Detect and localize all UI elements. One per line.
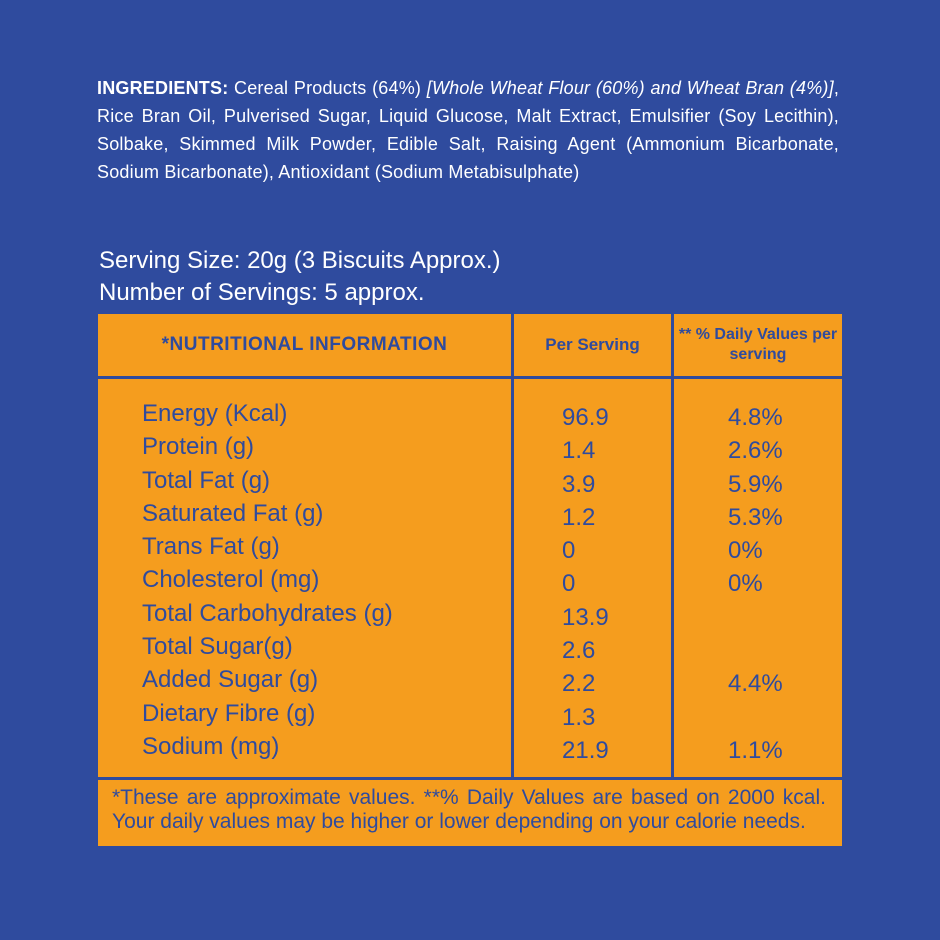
servings-count: Number of Servings: 5 approx. (99, 279, 425, 306)
header-daily-values: ** % Daily Values per serving (678, 326, 838, 363)
per-serving-value: 3.9 (562, 470, 596, 498)
ingredients-part2: , Rice Bran Oil, Pulverised Sugar, Liqui… (97, 78, 840, 182)
ingredients-italic: [Whole Wheat Flour (60%) and Wheat Bran … (426, 78, 834, 98)
nutrient-label: Dietary Fibre (g) (142, 699, 316, 727)
daily-value (728, 701, 842, 734)
per-serving-value: 96.9 (562, 404, 609, 431)
nutrient-label: Total Sugar(g) (142, 633, 293, 661)
daily-value: 2.6% (728, 437, 783, 465)
daily-value: 1.1% (728, 736, 783, 764)
daily-value-column: 4.8% 2.6% 5.9% 5.3% 0% 0% 4.4% 1.1% (674, 379, 842, 777)
daily-value: 5.9% (728, 470, 783, 498)
daily-value: 4.4% (728, 670, 783, 698)
table-footnote: *These are approximate values. **% Daily… (112, 786, 826, 834)
daily-value: 5.3% (728, 503, 783, 531)
ingredients-text: INGREDIENTS: Cereal Products (64%) [Whol… (97, 74, 839, 186)
nutrient-label: Saturated Fat (g) (142, 499, 324, 527)
per-serving-value: 2.2 (562, 670, 596, 698)
per-serving-value: 2.6 (562, 637, 596, 665)
nutrient-label: Trans Fat (g) (142, 533, 280, 561)
nutrient-label: Sodium (mg) (142, 732, 280, 760)
nutrient-label: Total Carbohydrates (g) (142, 599, 393, 627)
per-serving-value: 0 (562, 537, 576, 565)
nutrition-table: *NUTRITIONAL INFORMATION Per Serving ** … (96, 312, 844, 849)
per-serving-column: 96.9 1.4 3.9 1.2 0 0 13.9 2.6 2.2 1.3 21… (514, 379, 674, 778)
per-serving-value: 1.4 (562, 437, 596, 465)
per-serving-value: 13.9 (562, 603, 609, 631)
nutrient-column: Energy (Kcal) Protein (g) Total Fat (g) … (98, 379, 514, 778)
serving-size: Serving Size: 20g (3 Biscuits Approx.) (99, 247, 501, 274)
nutrient-label: Energy (Kcal) (142, 400, 288, 427)
ingredients-part1: Cereal Products (64%) (228, 78, 427, 98)
nutrient-label: Total Fat (g) (142, 466, 271, 494)
per-serving-value: 0 (562, 570, 576, 598)
daily-value (728, 601, 842, 634)
header-nutrition-info: *NUTRITIONAL INFORMATION (98, 314, 514, 376)
ingredients-label: INGREDIENTS: (97, 78, 229, 98)
per-serving-value: 21.9 (562, 736, 609, 764)
nutrient-label: Added Sugar (g) (142, 666, 319, 694)
header-per-serving: Per Serving (514, 314, 674, 376)
serving-info: Serving Size: 20g (3 Biscuits Approx.) N… (99, 245, 501, 309)
per-serving-value: 1.3 (562, 703, 596, 731)
daily-value: 0% (728, 570, 763, 598)
nutrient-label: Protein (g) (142, 433, 255, 461)
table-header: *NUTRITIONAL INFORMATION Per Serving ** … (98, 314, 842, 379)
daily-value: 4.8% (728, 404, 783, 431)
table-body: Energy (Kcal) Protein (g) Total Fat (g) … (98, 379, 842, 781)
per-serving-value: 1.2 (562, 503, 596, 531)
nutrient-label: Cholesterol (mg) (142, 566, 320, 594)
daily-value: 0% (728, 537, 763, 565)
daily-value (728, 634, 842, 667)
